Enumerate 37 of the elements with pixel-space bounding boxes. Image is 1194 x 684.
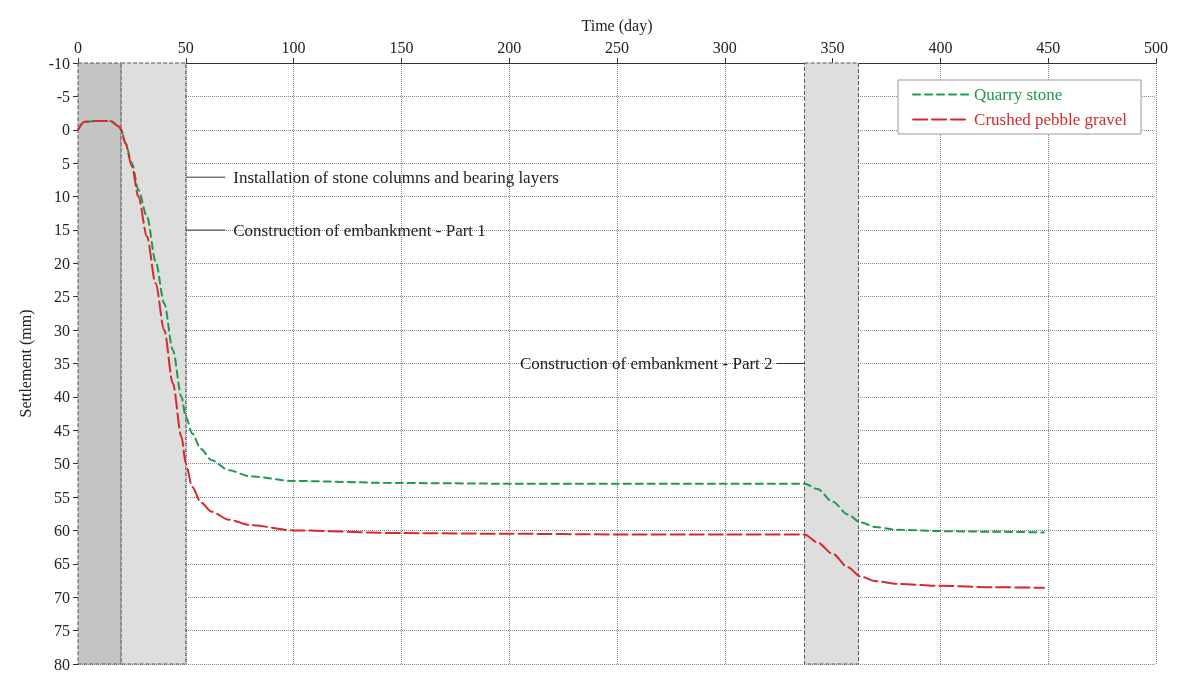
x-tick-label: 350 (820, 38, 845, 56)
legend-label: Quarry stone (974, 85, 1063, 104)
y-tick-label: -10 (48, 54, 70, 72)
y-tick-label: 15 (54, 221, 70, 239)
x-tick-label: 200 (497, 38, 522, 56)
band-label: Construction of embankment - Part 2 (519, 354, 773, 373)
y-tick-label: 35 (54, 355, 70, 372)
y-tick-label: 30 (54, 321, 70, 339)
band-label: Construction of embankment - Part 1 (233, 220, 486, 240)
x-tick-label: 100 (281, 38, 306, 56)
x-tick-label: 0 (74, 38, 82, 56)
y-tick-label: 25 (54, 288, 70, 306)
y-axis-title: Settlement (mm) (16, 309, 35, 418)
y-tick-label: 65 (54, 555, 70, 573)
x-tick-label: 150 (389, 38, 414, 56)
y-tick-label: 0 (62, 121, 70, 139)
legend-label: Crushed pebble gravel (974, 110, 1128, 129)
y-tick-label: 45 (54, 421, 70, 439)
x-tick-label: 300 (712, 38, 737, 56)
y-tick-label: -5 (56, 87, 70, 105)
y-tick-label: 60 (54, 521, 70, 539)
y-tick-label: 80 (54, 655, 70, 673)
y-tick-label: 50 (54, 455, 70, 473)
x-tick-label: 250 (605, 38, 629, 56)
x-tick-label: 450 (1036, 38, 1061, 56)
y-tick-label: 10 (54, 188, 70, 206)
y-tick-label: 40 (54, 388, 70, 406)
y-tick-label: 70 (54, 588, 70, 606)
x-tick-label: 500 (1144, 38, 1168, 56)
band-label: Installation of stone columns and bearing layers (233, 167, 559, 187)
y-tick-label: 55 (54, 488, 70, 506)
y-tick-label: 20 (54, 254, 70, 272)
y-tick-label: 5 (62, 154, 70, 172)
x-axis-title: Time (day) (581, 16, 653, 35)
x-tick-label: 50 (177, 38, 194, 56)
x-tick-label: 400 (928, 38, 953, 56)
y-tick-label: 75 (54, 622, 70, 640)
